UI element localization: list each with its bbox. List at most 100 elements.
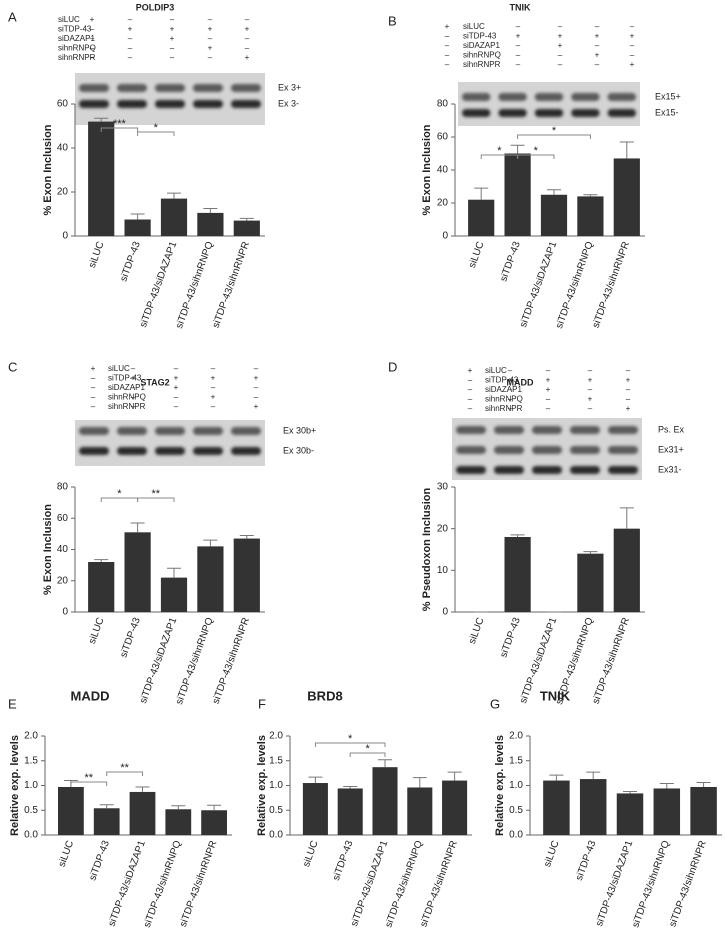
- bar: [613, 158, 640, 236]
- condition-sign: +: [128, 25, 133, 34]
- condition-sign: +: [630, 32, 635, 41]
- y-tick-label: 80: [57, 482, 69, 493]
- condition-sign: –: [588, 404, 593, 413]
- condition-sign: +: [558, 41, 563, 50]
- gel-band: [155, 84, 185, 92]
- significance-label: *: [117, 488, 122, 500]
- condition-sign: +: [595, 32, 600, 41]
- y-tick-label: 1.5: [24, 755, 38, 766]
- error-bar: [135, 786, 150, 792]
- band-label: Ps. Ex: [658, 424, 685, 434]
- panel-letter: F: [258, 696, 266, 711]
- condition-sign: +: [595, 51, 600, 60]
- gel-band: [155, 447, 185, 455]
- condition-sign: –: [445, 60, 450, 69]
- error-bar: [167, 192, 181, 199]
- condition-sign: +: [546, 385, 551, 394]
- condition-sign: +: [558, 32, 563, 41]
- condition-label: siLUC: [485, 366, 507, 375]
- significance-bracket: [517, 134, 591, 139]
- condition-sign: +: [626, 376, 631, 385]
- gel-band: [608, 466, 638, 474]
- condition-sign: –: [626, 395, 631, 404]
- condition-sign: –: [128, 53, 133, 62]
- y-tick-label: 0.0: [509, 830, 523, 841]
- error-bar: [94, 559, 109, 562]
- chart-title: MADD: [71, 688, 110, 703]
- error-bar: [130, 522, 145, 533]
- condition-label: sihnRNPR: [463, 60, 501, 69]
- chart-title: POLDIP3: [136, 2, 175, 12]
- condition-sign: –: [558, 22, 563, 31]
- gel-band: [532, 446, 562, 454]
- bar: [201, 810, 227, 835]
- condition-sign: +: [170, 25, 175, 34]
- gel-band: [534, 93, 564, 101]
- condition-sign: –: [445, 32, 450, 41]
- condition-sign: +: [254, 402, 259, 411]
- condition-label: siLUC: [463, 22, 485, 31]
- significance-bracket: [137, 131, 175, 136]
- condition-sign: +: [91, 364, 96, 373]
- condition-sign: –: [211, 383, 216, 392]
- y-axis-label: Relative exp. levels: [256, 735, 268, 836]
- condition-sign: –: [508, 385, 513, 394]
- condition-sign: –: [546, 395, 551, 404]
- gel-image: [75, 73, 265, 125]
- condition-sign: –: [90, 34, 95, 43]
- gel-band: [456, 446, 486, 454]
- error-bar: [308, 776, 323, 784]
- gel-band: [607, 109, 636, 117]
- error-bar: [510, 144, 525, 154]
- condition-sign: +: [245, 53, 250, 62]
- gel-band: [231, 447, 261, 455]
- y-tick-label: 0: [62, 231, 68, 242]
- gel-band: [494, 446, 524, 454]
- y-tick-label: 20: [57, 575, 69, 586]
- condition-sign: –: [131, 383, 136, 392]
- bar: [197, 546, 224, 612]
- error-bar: [239, 217, 254, 221]
- y-tick-label: 2.0: [509, 731, 523, 742]
- gel-band: [532, 426, 562, 434]
- gel-band: [193, 100, 223, 108]
- y-tick-label: 2.0: [24, 731, 38, 742]
- gel-band: [608, 446, 638, 454]
- y-tick-label: 20: [437, 198, 449, 209]
- y-tick-label: 1.0: [24, 780, 38, 791]
- error-bar: [99, 804, 114, 809]
- bar: [302, 783, 328, 835]
- y-tick-label: 1.5: [269, 755, 283, 766]
- bar: [58, 786, 84, 835]
- significance-bracket: [349, 752, 386, 757]
- condition-sign: –: [468, 376, 473, 385]
- bar: [88, 562, 115, 612]
- gel-band: [193, 447, 223, 455]
- condition-sign: –: [208, 15, 213, 24]
- condition-label: siDAZAP1: [463, 41, 500, 50]
- condition-sign: –: [254, 383, 259, 392]
- gel-band: [117, 100, 147, 108]
- condition-sign: –: [254, 393, 259, 402]
- condition-sign: –: [558, 51, 563, 60]
- condition-sign: –: [245, 34, 250, 43]
- error-bar: [583, 551, 598, 554]
- condition-sign: –: [245, 44, 250, 53]
- gel-band: [571, 109, 600, 117]
- significance-bracket: [106, 771, 143, 776]
- bar: [124, 532, 151, 612]
- gel-band: [498, 93, 527, 101]
- condition-label: sihnRNPQ: [485, 395, 523, 404]
- condition-sign: –: [508, 366, 513, 375]
- condition-sign: +: [508, 376, 513, 385]
- condition-sign: +: [546, 376, 551, 385]
- condition-sign: –: [208, 34, 213, 43]
- panel-letter: G: [490, 696, 500, 711]
- condition-sign: –: [630, 41, 635, 50]
- significance-label: *: [154, 122, 159, 134]
- condition-sign: –: [208, 53, 213, 62]
- bar: [540, 194, 568, 236]
- condition-sign: +: [588, 395, 593, 404]
- gel-band: [79, 84, 109, 92]
- condition-sign: –: [516, 22, 521, 31]
